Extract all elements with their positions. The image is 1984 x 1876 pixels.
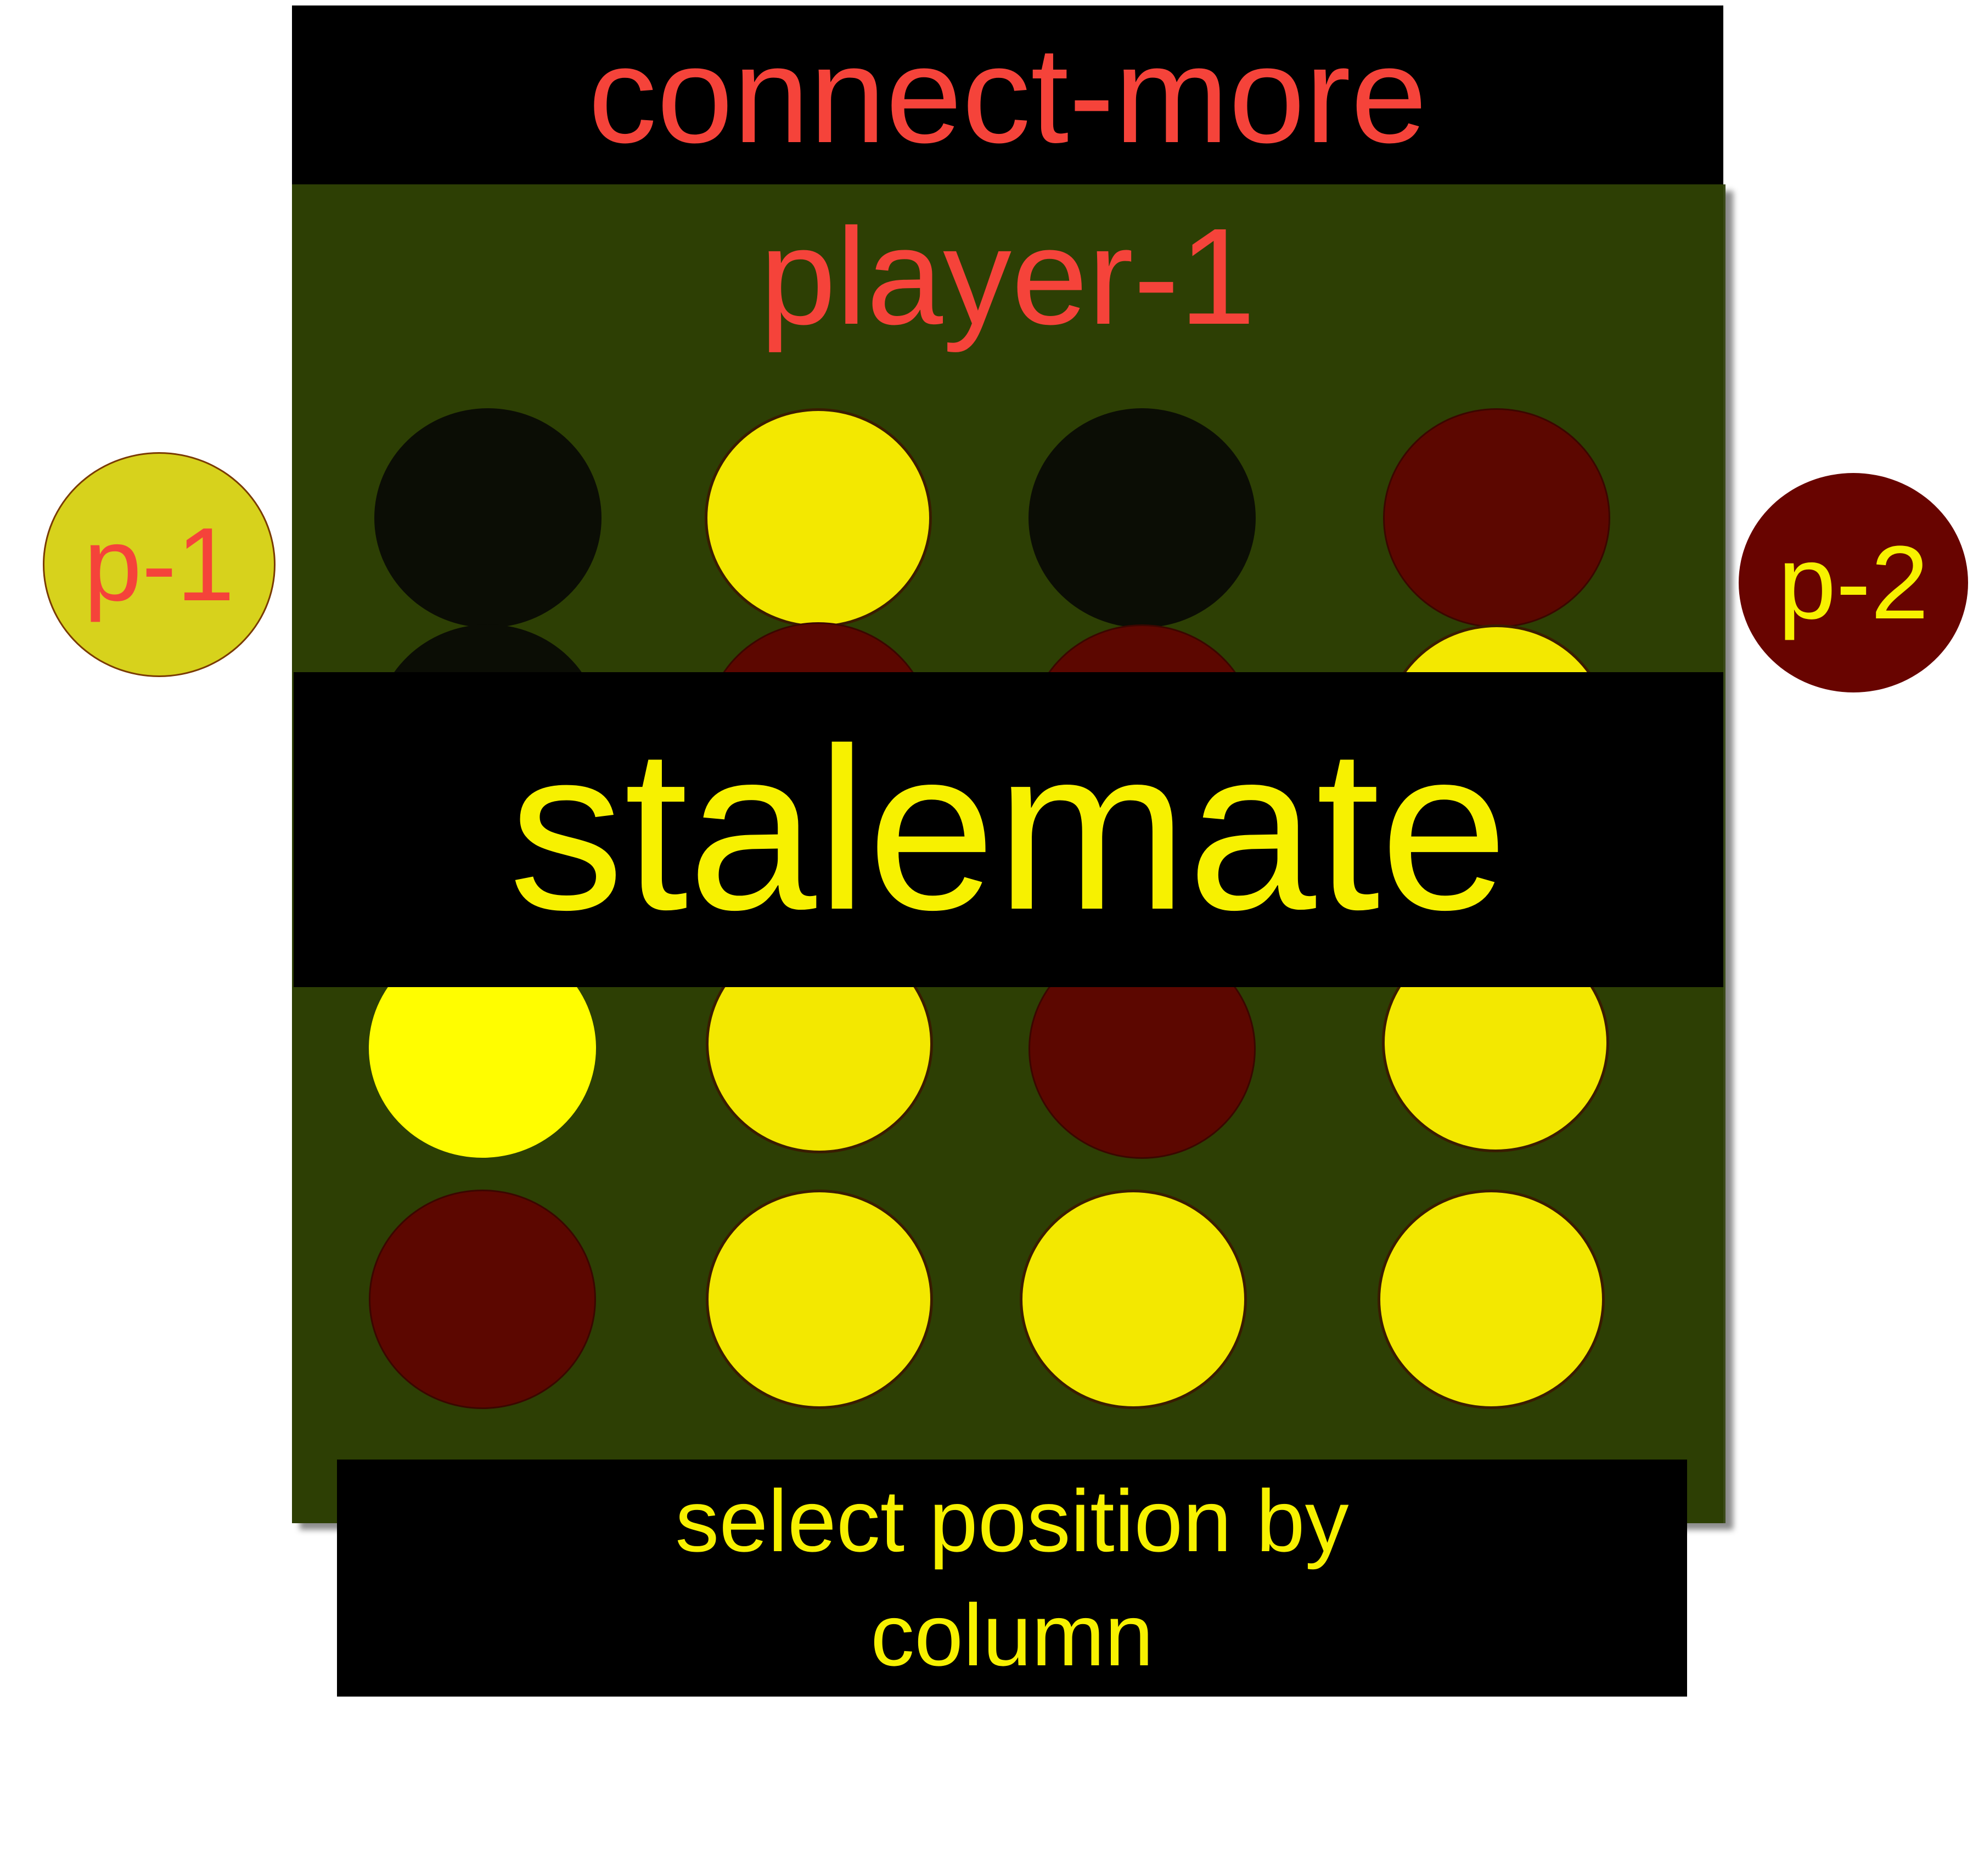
instructions-line-2: column <box>870 1586 1154 1684</box>
board-cell-r4-c2[interactable] <box>706 1190 933 1409</box>
board-cell-r1-c2[interactable] <box>705 408 932 628</box>
board-cell-r4-c4[interactable] <box>1378 1190 1605 1409</box>
instructions-box: select position by column <box>337 1460 1687 1697</box>
instructions-line-1: select position by <box>675 1472 1349 1570</box>
player-1-badge: p-1 <box>43 452 276 677</box>
player-2-badge: p-2 <box>1739 473 1968 692</box>
board-cell-r1-c4[interactable] <box>1383 408 1610 628</box>
game-title: connect-more <box>292 5 1723 184</box>
board-cell-r1-c3[interactable] <box>1028 408 1256 628</box>
board-cell-r4-c1[interactable] <box>369 1190 596 1409</box>
board-cell-r1-c1[interactable] <box>374 408 602 628</box>
result-banner: stalemate <box>294 672 1723 987</box>
current-player-label: player-1 <box>760 200 1256 353</box>
board-cell-r4-c3[interactable] <box>1020 1190 1247 1409</box>
